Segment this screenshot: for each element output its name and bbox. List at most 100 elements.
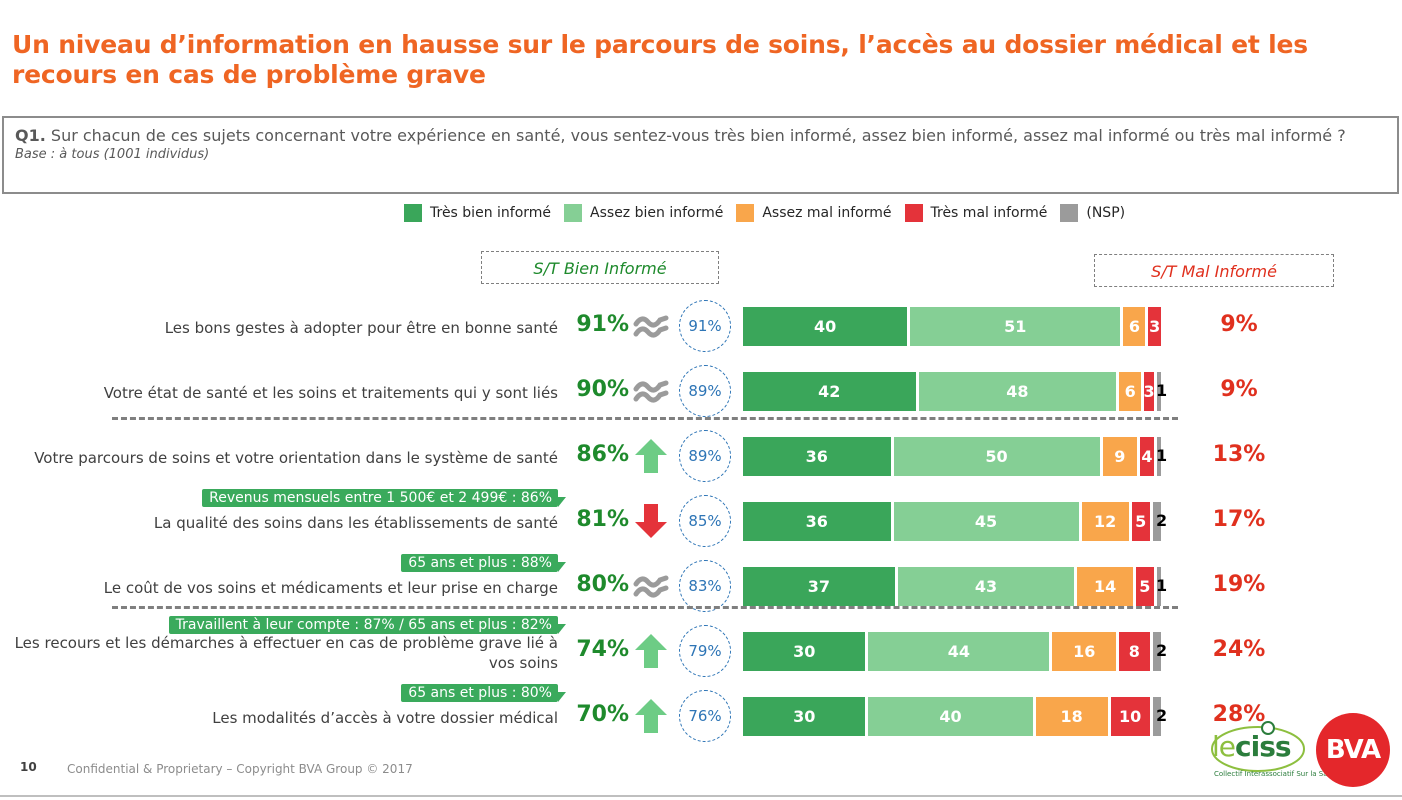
bar-segment: 9 xyxy=(1102,437,1141,476)
segment-tag: 65 ans et plus : 88% xyxy=(401,554,566,572)
st-bien-value: 80% xyxy=(576,572,629,597)
bar-segment: 36 xyxy=(743,502,894,541)
stacked-bar: 40 51 6 3 xyxy=(743,307,1161,346)
legend-label: Très mal informé xyxy=(930,205,1048,221)
question-number: Q1. xyxy=(15,126,46,145)
bar-segment: 43 xyxy=(897,567,1078,606)
st-bien-value: 90% xyxy=(576,377,629,402)
st-mal-value: 24% xyxy=(1212,637,1266,662)
legend-swatch xyxy=(736,204,755,222)
section-divider xyxy=(112,417,1178,420)
bar-segment: 12 xyxy=(1081,502,1132,541)
leciss-logo-text: leciss xyxy=(1212,730,1292,763)
chart-legend: Très bien informé Assez bien informé Assez… xyxy=(404,204,1138,222)
bar-segment: 50 xyxy=(893,437,1103,476)
legend-label: Très bien informé xyxy=(430,205,552,221)
legend-label: Assez mal informé xyxy=(762,205,892,221)
trend-stable-icon xyxy=(633,575,669,598)
legend-item: Très mal informé xyxy=(904,204,1048,222)
leciss-logo-mark xyxy=(1211,721,1305,772)
bar-segment xyxy=(1152,697,1161,736)
segment-tag: Revenus mensuels entre 1 500€ et 2 499€ … xyxy=(202,489,566,507)
stacked-bar: 42 48 6 3 xyxy=(743,372,1161,411)
nsp-value-label: 2 xyxy=(1156,641,1168,660)
trend-up-arrow-icon xyxy=(635,634,667,668)
row-label: Votre parcours de soins et votre orienta… xyxy=(34,449,558,467)
bar-segment: 30 xyxy=(743,697,869,736)
bar-segment: 3 xyxy=(1144,372,1157,411)
copyright-text: Confidential & Proprietary – Copyright B… xyxy=(67,762,413,776)
bar-segment: 4 xyxy=(1140,437,1157,476)
bar-segment: 6 xyxy=(1119,372,1145,411)
previous-wave-value: 89% xyxy=(679,365,731,417)
stacked-bar: 30 44 16 8 xyxy=(743,632,1161,671)
legend-item: (NSP) xyxy=(1060,204,1125,222)
bar-segment: 3 xyxy=(1148,307,1161,346)
legend-swatch xyxy=(904,204,923,222)
stacked-bar: 30 40 18 10 xyxy=(743,697,1161,736)
bar-segment: 36 xyxy=(743,437,894,476)
question-text: Q1. Sur chacun de ces sujets concernant … xyxy=(15,125,1386,146)
bar-segment xyxy=(1156,372,1161,411)
previous-wave-value: 91% xyxy=(679,300,731,352)
bar-segment: 45 xyxy=(893,502,1082,541)
previous-wave-value: 76% xyxy=(679,690,731,742)
bar-segment: 40 xyxy=(743,307,911,346)
row-label: La qualité des soins dans les établissem… xyxy=(153,514,558,532)
trend-up-arrow-icon xyxy=(635,439,667,473)
footer-line xyxy=(0,795,1402,797)
row-label: Les recours et les démarches à effectuer… xyxy=(14,634,558,672)
legend-item: Assez mal informé xyxy=(736,204,892,222)
bva-logo: BVA xyxy=(1316,713,1390,787)
bar-segment: 16 xyxy=(1052,632,1120,671)
bar-segment xyxy=(1156,567,1161,606)
legend-item: Très bien informé xyxy=(404,204,551,222)
legend-swatch xyxy=(564,204,583,222)
bar-segment: 5 xyxy=(1135,567,1157,606)
bar-segment: 44 xyxy=(868,632,1053,671)
bar-segment: 51 xyxy=(910,307,1124,346)
nsp-value-label: 2 xyxy=(1156,706,1168,725)
st-mal-value: 17% xyxy=(1212,507,1266,532)
previous-wave-value: 83% xyxy=(679,560,731,612)
st-mal-value: 13% xyxy=(1212,442,1266,467)
bar-segment: 14 xyxy=(1077,567,1136,606)
row-label: Votre état de santé et les soins et trai… xyxy=(103,384,558,402)
row-label: Les bons gestes à adopter pour être en b… xyxy=(164,319,558,337)
stacked-bar: 37 43 14 5 xyxy=(743,567,1161,606)
legend-swatch xyxy=(404,204,422,222)
trend-up-arrow-icon xyxy=(635,699,667,733)
question-body: Sur chacun de ces sujets concernant votr… xyxy=(50,126,1346,145)
leciss-logo: leciss Collectif Interassociatif Sur la … xyxy=(1210,716,1339,788)
nsp-value-label: 1 xyxy=(1156,446,1168,465)
nsp-value-label: 2 xyxy=(1156,511,1168,530)
legend-swatch xyxy=(1060,204,1079,222)
st-bien-header: S/T Bien Informé xyxy=(481,251,719,284)
previous-wave-value: 85% xyxy=(679,495,731,547)
bar-segment: 5 xyxy=(1131,502,1153,541)
leciss-logo-subtitle: Collectif Interassociatif Sur la Santé xyxy=(1214,770,1340,778)
bar-segment: 42 xyxy=(743,372,919,411)
row-label: Les modalités d’accès à votre dossier mé… xyxy=(212,709,558,727)
st-mal-value: 19% xyxy=(1212,572,1266,597)
nsp-value-label: 1 xyxy=(1156,576,1168,595)
trend-stable-icon xyxy=(633,315,669,338)
bar-segment: 18 xyxy=(1035,697,1111,736)
legend-label: Assez bien informé xyxy=(590,205,724,221)
question-box: Q1. Sur chacun de ces sujets concernant … xyxy=(2,116,1399,194)
bar-segment: 40 xyxy=(868,697,1036,736)
stacked-bar: 36 50 9 4 xyxy=(743,437,1161,476)
bar-segment xyxy=(1152,502,1162,541)
bar-segment: 37 xyxy=(743,567,898,606)
segment-tag: Travaillent à leur compte : 87% / 65 ans… xyxy=(168,616,567,634)
previous-wave-value: 79% xyxy=(679,625,731,677)
bar-segment xyxy=(1152,632,1161,671)
st-mal-value: 9% xyxy=(1220,377,1258,402)
page-number: 10 xyxy=(20,760,37,774)
bar-segment: 8 xyxy=(1119,632,1153,671)
section-divider xyxy=(112,606,1178,609)
st-bien-value: 86% xyxy=(576,442,629,467)
legend-item: Assez bien informé xyxy=(564,204,723,222)
trend-down-arrow-icon xyxy=(635,504,667,538)
question-base: Base : à tous (1001 individus) xyxy=(15,147,210,162)
